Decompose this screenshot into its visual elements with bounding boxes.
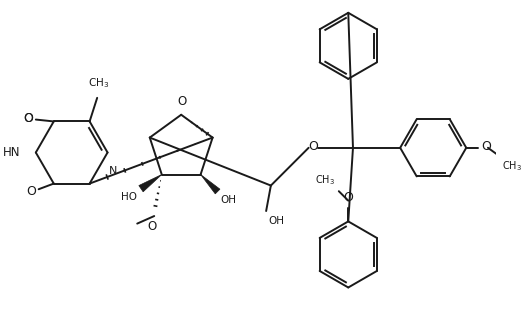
Text: O: O	[147, 220, 157, 233]
Text: O: O	[308, 140, 318, 153]
Text: O: O	[23, 112, 33, 125]
Text: HO: HO	[121, 193, 137, 203]
Polygon shape	[139, 175, 162, 192]
Text: CH$_3$: CH$_3$	[89, 77, 109, 90]
Text: O: O	[26, 185, 36, 198]
Text: O: O	[178, 95, 187, 108]
Text: CH$_3$: CH$_3$	[315, 174, 335, 187]
Text: N: N	[108, 166, 117, 175]
Text: O: O	[481, 140, 491, 153]
Polygon shape	[201, 175, 220, 194]
Text: HN: HN	[3, 146, 21, 159]
Text: OH: OH	[268, 216, 284, 226]
Text: O: O	[23, 112, 33, 125]
Text: O: O	[343, 191, 353, 204]
Text: OH: OH	[220, 195, 237, 205]
Text: CH$_3$: CH$_3$	[502, 159, 521, 173]
